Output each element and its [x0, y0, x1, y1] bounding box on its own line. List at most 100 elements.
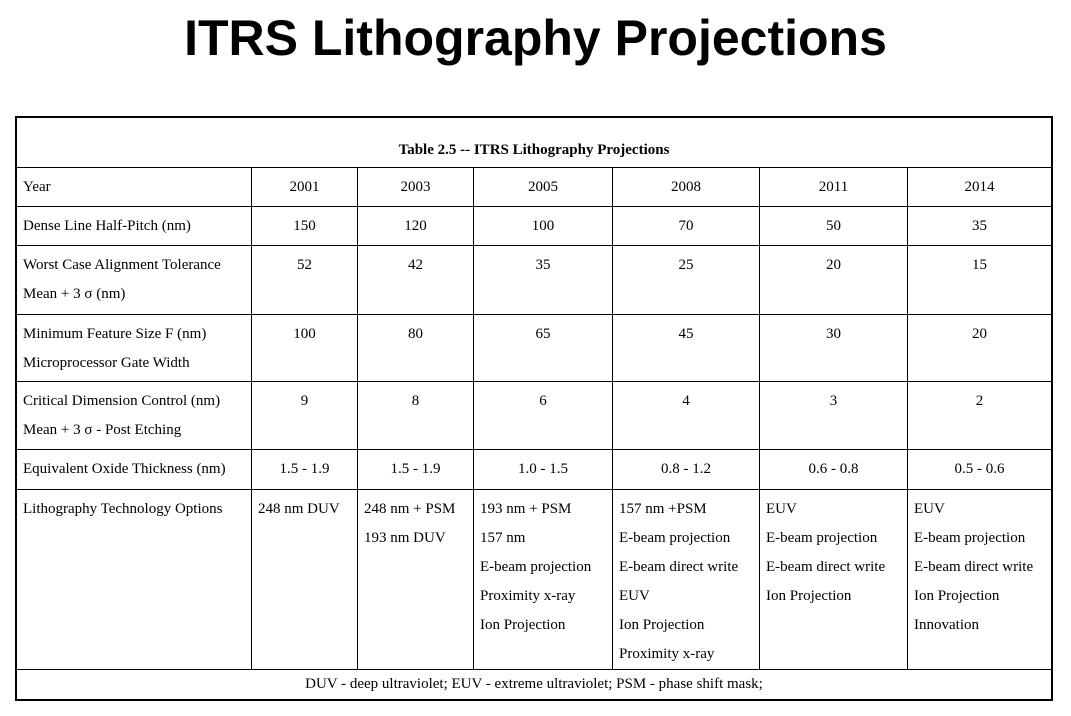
row-label: Microprocessor Gate Width — [23, 354, 190, 371]
cell-text: 70 — [678, 217, 694, 234]
cell-text: E-beam direct write — [619, 558, 739, 575]
cell-text: 20 — [972, 325, 987, 342]
cell-text: 248 nm DUV — [258, 500, 340, 517]
cell-text: Proximity x-ray — [480, 587, 576, 604]
header-cell: 2003 — [357, 166, 474, 207]
header-row: Year 2001 2003 2005 2008 2011 2014 — [15, 166, 1053, 207]
caption-cell: Table 2.5 -- ITRS Lithography Projection… — [15, 116, 1053, 168]
data-cell: 52 — [251, 244, 358, 315]
header-cell: Year — [15, 166, 252, 207]
data-cell: 193 nm + PSM 157 nm E-beam projection Proxi… — [473, 488, 613, 670]
row-label: Dense Line Half-Pitch (nm) — [23, 217, 191, 234]
cell-text: EUV — [619, 587, 650, 604]
cell-text: EUV — [766, 500, 797, 517]
table-row: Critical Dimension Control (nm) Mean + 3 … — [15, 380, 1053, 450]
cell-text: E-beam direct write — [766, 558, 886, 575]
cell-text: 4 — [682, 392, 690, 409]
cell-text: E-beam projection — [766, 529, 878, 546]
cell-text: 193 nm DUV — [364, 529, 446, 546]
cell-text: 1.5 - 1.9 — [390, 460, 441, 477]
cell-text: 42 — [408, 256, 423, 273]
cell-text: EUV — [914, 500, 945, 517]
data-cell: 50 — [759, 205, 908, 246]
data-cell: 1.0 - 1.5 — [473, 448, 613, 490]
cell-text: E-beam direct write — [914, 558, 1034, 575]
data-cell: 1.5 - 1.9 — [251, 448, 358, 490]
row-label-cell: Lithography Technology Options — [15, 488, 252, 670]
data-cell: 9 — [251, 380, 358, 450]
data-cell: 30 — [759, 313, 908, 382]
data-cell: 6 — [473, 380, 613, 450]
row-label: Mean + 3 σ - Post Etching — [23, 421, 182, 438]
table-caption: Table 2.5 -- ITRS Lithography Projection… — [398, 141, 670, 158]
data-cell: 0.6 - 0.8 — [759, 448, 908, 490]
cell-text: E-beam projection — [914, 529, 1026, 546]
cell-text: 9 — [300, 392, 309, 409]
cell-text: 100 — [531, 217, 555, 234]
row-label-cell: Minimum Feature Size F (nm) Microprocesso… — [15, 313, 252, 382]
cell-text: Innovation — [914, 616, 979, 633]
cell-text: 0.5 - 0.6 — [954, 460, 1005, 477]
data-cell: 80 — [357, 313, 474, 382]
header-cell: 2001 — [251, 166, 358, 207]
cell-text: E-beam projection — [480, 558, 592, 575]
caption-row: Table 2.5 -- ITRS Lithography Projection… — [15, 116, 1053, 168]
data-cell: 35 — [473, 244, 613, 315]
row-label: Worst Case Alignment Tolerance — [23, 256, 221, 273]
data-cell: 42 — [357, 244, 474, 315]
row-label: Equivalent Oxide Thickness (nm) — [23, 460, 226, 477]
row-label-cell: Equivalent Oxide Thickness (nm) — [15, 448, 252, 490]
cell-text: 65 — [535, 325, 551, 342]
cell-text: 0.8 - 1.2 — [661, 460, 711, 477]
data-cell: 8 — [357, 380, 474, 450]
cell-text: 157 nm +PSM — [619, 500, 707, 517]
year-label: 2005 — [528, 178, 558, 195]
header-cell: 2011 — [759, 166, 908, 207]
data-cell: 2 — [907, 380, 1053, 450]
header-cell: 2014 — [907, 166, 1053, 207]
row-label: Lithography Technology Options — [23, 500, 223, 517]
footnote-row: DUV - deep ultraviolet; EUV - extreme ul… — [15, 668, 1053, 700]
data-cell: 65 — [473, 313, 613, 382]
year-label: 2008 — [671, 178, 701, 195]
row-label: Mean + 3 σ (nm) — [23, 285, 126, 302]
cell-text: 6 — [539, 392, 547, 409]
cell-text: 100 — [293, 325, 316, 342]
footnote: DUV - deep ultraviolet; EUV - extreme ul… — [305, 675, 763, 692]
cell-text: 35 — [972, 217, 987, 234]
year-label: 2001 — [289, 178, 320, 195]
data-cell: 157 nm +PSM E-beam projection E-beam direc… — [612, 488, 760, 670]
header-cell: 2005 — [473, 166, 613, 207]
data-cell: 248 nm DUV — [251, 488, 358, 670]
data-cell: 25 — [612, 244, 760, 315]
header-label: Year — [23, 178, 51, 195]
data-cell: 4 — [612, 380, 760, 450]
data-cell: 15 — [907, 244, 1053, 315]
cell-text: 193 nm + PSM — [480, 500, 572, 517]
data-cell: 35 — [907, 205, 1053, 246]
row-label-cell: Dense Line Half-Pitch (nm) — [15, 205, 252, 246]
cell-text: 52 — [297, 256, 312, 273]
table-row: Lithography Technology Options 248 nm DUV… — [15, 488, 1053, 670]
row-label-cell: Critical Dimension Control (nm) Mean + 3 … — [15, 380, 252, 450]
cell-text: Ion Projection — [914, 587, 1000, 604]
data-cell: 120 — [357, 205, 474, 246]
cell-text: 30 — [826, 325, 841, 342]
cell-text: 120 — [404, 217, 427, 234]
cell-text: 157 nm — [480, 529, 526, 546]
cell-text: E-beam projection — [619, 529, 731, 546]
table: Table 2.5 -- ITRS Lithography Projection… — [15, 116, 1053, 701]
cell-text: 150 — [293, 217, 316, 234]
row-label-cell: Worst Case Alignment Tolerance Mean + 3 σ… — [15, 244, 252, 315]
page-title: ITRS Lithography Projections — [184, 10, 887, 66]
data-cell: 3 — [759, 380, 908, 450]
data-cell: EUV E-beam projection E-beam direct write I… — [907, 488, 1053, 670]
cell-text: 2 — [975, 392, 984, 409]
data-cell: 0.5 - 0.6 — [907, 448, 1053, 490]
data-cell: 70 — [612, 205, 760, 246]
cell-text: 0.6 - 0.8 — [808, 460, 859, 477]
table-row: Equivalent Oxide Thickness (nm) 1.5 - 1.9… — [15, 448, 1053, 490]
row-label: Minimum Feature Size F (nm) — [23, 325, 207, 342]
cell-text: 25 — [678, 256, 694, 273]
